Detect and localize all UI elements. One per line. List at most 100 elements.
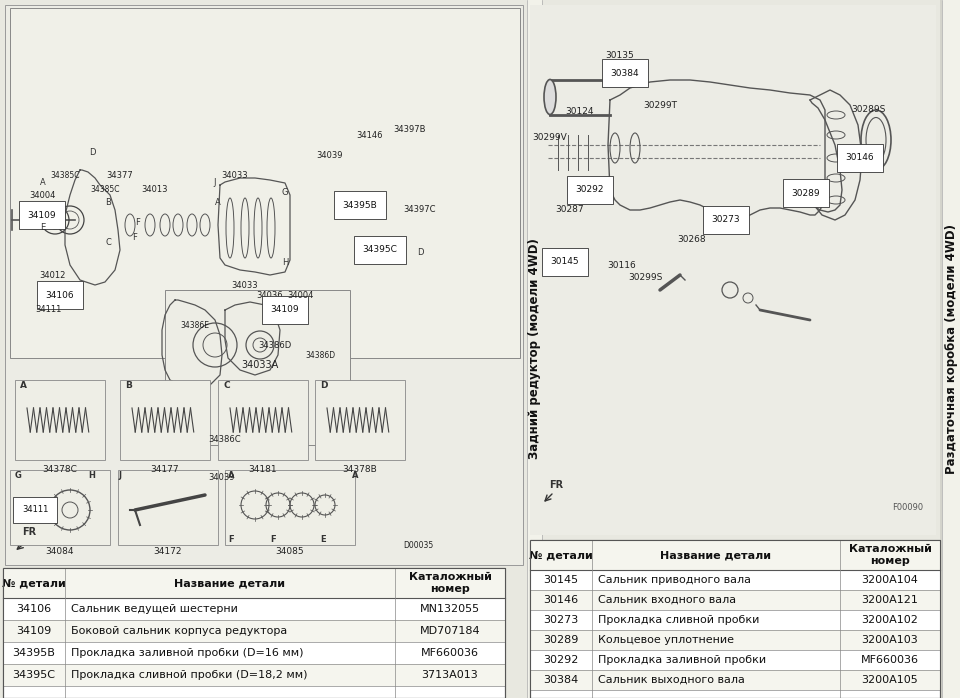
Text: MD707184: MD707184 xyxy=(420,626,480,636)
Text: Сальник ведущей шестерни: Сальник ведущей шестерни xyxy=(71,604,238,614)
Text: 34013: 34013 xyxy=(142,186,168,195)
FancyBboxPatch shape xyxy=(218,380,308,460)
Text: 34039: 34039 xyxy=(208,473,235,482)
Text: 34395B: 34395B xyxy=(343,200,377,209)
Text: G: G xyxy=(281,188,288,197)
FancyBboxPatch shape xyxy=(3,598,505,620)
Text: FR: FR xyxy=(549,480,564,490)
Text: Прокладка заливной пробки (D=16 мм): Прокладка заливной пробки (D=16 мм) xyxy=(71,648,303,658)
Text: D00035: D00035 xyxy=(403,540,433,549)
Text: A: A xyxy=(228,471,234,480)
Text: Каталожный
номер: Каталожный номер xyxy=(849,544,931,566)
FancyBboxPatch shape xyxy=(530,5,936,535)
FancyBboxPatch shape xyxy=(165,290,350,445)
FancyBboxPatch shape xyxy=(0,0,527,698)
Text: 34172: 34172 xyxy=(154,547,182,556)
Text: F: F xyxy=(228,535,233,544)
FancyBboxPatch shape xyxy=(942,0,960,698)
Text: H: H xyxy=(282,258,288,267)
Text: F: F xyxy=(135,218,140,227)
Text: 34397B: 34397B xyxy=(394,126,426,135)
Text: 34378C: 34378C xyxy=(42,464,78,473)
Text: 30273: 30273 xyxy=(543,615,579,625)
Text: J: J xyxy=(118,471,121,480)
Ellipse shape xyxy=(544,80,556,114)
FancyBboxPatch shape xyxy=(315,380,405,460)
FancyBboxPatch shape xyxy=(15,380,105,460)
Text: Прокладка сливной пробки: Прокладка сливной пробки xyxy=(598,615,759,625)
Text: Раздаточная коробка (модели 4WD): Раздаточная коробка (модели 4WD) xyxy=(945,224,957,474)
Text: J: J xyxy=(214,178,216,187)
Text: C: C xyxy=(223,381,229,390)
Text: 34397C: 34397C xyxy=(404,205,436,214)
Text: Задний редуктор (модели 4WD): Задний редуктор (модели 4WD) xyxy=(528,239,541,459)
Text: E: E xyxy=(320,535,325,544)
Text: 30145: 30145 xyxy=(551,258,579,267)
Text: 34395C: 34395C xyxy=(363,246,397,255)
Text: 30116: 30116 xyxy=(608,260,636,269)
FancyBboxPatch shape xyxy=(10,8,520,358)
Text: 34386E: 34386E xyxy=(180,320,209,329)
Text: 30289: 30289 xyxy=(543,635,579,645)
FancyBboxPatch shape xyxy=(118,470,218,545)
Text: 30135: 30135 xyxy=(606,50,635,59)
Text: 30289: 30289 xyxy=(792,188,820,198)
Text: № детали: № детали xyxy=(529,550,593,560)
Text: 34378B: 34378B xyxy=(343,464,377,473)
Text: 34085: 34085 xyxy=(276,547,304,556)
Text: 34106: 34106 xyxy=(16,604,52,614)
Text: 34106: 34106 xyxy=(46,290,74,299)
Text: 34109: 34109 xyxy=(16,626,52,636)
Text: № детали: № детали xyxy=(2,578,66,588)
Text: 34004: 34004 xyxy=(287,290,313,299)
FancyBboxPatch shape xyxy=(530,650,940,670)
Text: Прокладка сливной пробки (D=18,2 мм): Прокладка сливной пробки (D=18,2 мм) xyxy=(71,670,307,680)
Text: 34385C: 34385C xyxy=(50,170,80,179)
Text: 34039: 34039 xyxy=(317,151,344,160)
Text: 30384: 30384 xyxy=(543,675,579,685)
Text: 34033A: 34033A xyxy=(241,360,278,370)
FancyBboxPatch shape xyxy=(120,380,210,460)
Text: Каталожный
номер: Каталожный номер xyxy=(409,572,492,594)
Text: Боковой сальник корпуса редуктора: Боковой сальник корпуса редуктора xyxy=(71,626,287,636)
FancyBboxPatch shape xyxy=(3,568,505,598)
Text: Сальник выходного вала: Сальник выходного вала xyxy=(598,675,745,685)
Text: MF660036: MF660036 xyxy=(421,648,479,658)
Text: 34084: 34084 xyxy=(46,547,74,556)
Text: A: A xyxy=(352,471,358,480)
Text: 30289S: 30289S xyxy=(851,105,885,114)
Text: E: E xyxy=(40,223,46,232)
Text: 34033: 34033 xyxy=(222,170,249,179)
Text: D: D xyxy=(320,381,327,390)
Text: 30384: 30384 xyxy=(611,68,639,77)
Text: Сальник приводного вала: Сальник приводного вала xyxy=(598,575,751,585)
Text: D: D xyxy=(417,248,423,257)
Text: 34377: 34377 xyxy=(107,170,133,179)
Text: Прокладка заливной пробки: Прокладка заливной пробки xyxy=(598,655,766,665)
Text: 30299S: 30299S xyxy=(628,274,662,283)
Text: D: D xyxy=(88,148,95,157)
Text: 30292: 30292 xyxy=(576,186,604,195)
FancyBboxPatch shape xyxy=(528,0,940,698)
FancyBboxPatch shape xyxy=(10,470,110,545)
Text: 3200A103: 3200A103 xyxy=(862,635,919,645)
Text: 3200A121: 3200A121 xyxy=(861,595,919,605)
FancyBboxPatch shape xyxy=(530,540,940,698)
FancyBboxPatch shape xyxy=(3,664,505,686)
Text: 34111: 34111 xyxy=(22,505,48,514)
Text: 34033: 34033 xyxy=(231,281,258,290)
Text: 30146: 30146 xyxy=(846,154,875,163)
Text: 30146: 30146 xyxy=(543,595,579,605)
Text: 30287: 30287 xyxy=(556,205,585,214)
Text: F: F xyxy=(132,233,137,242)
Text: MF660036: MF660036 xyxy=(861,655,919,665)
FancyBboxPatch shape xyxy=(225,470,355,545)
Text: 34386C: 34386C xyxy=(208,436,241,445)
Text: Кольцевое уплотнение: Кольцевое уплотнение xyxy=(598,635,734,645)
FancyBboxPatch shape xyxy=(530,670,940,690)
FancyBboxPatch shape xyxy=(530,590,940,610)
Text: 34395C: 34395C xyxy=(12,670,56,680)
FancyBboxPatch shape xyxy=(530,540,940,570)
Text: 3713A013: 3713A013 xyxy=(421,670,478,680)
Text: A: A xyxy=(40,178,46,187)
